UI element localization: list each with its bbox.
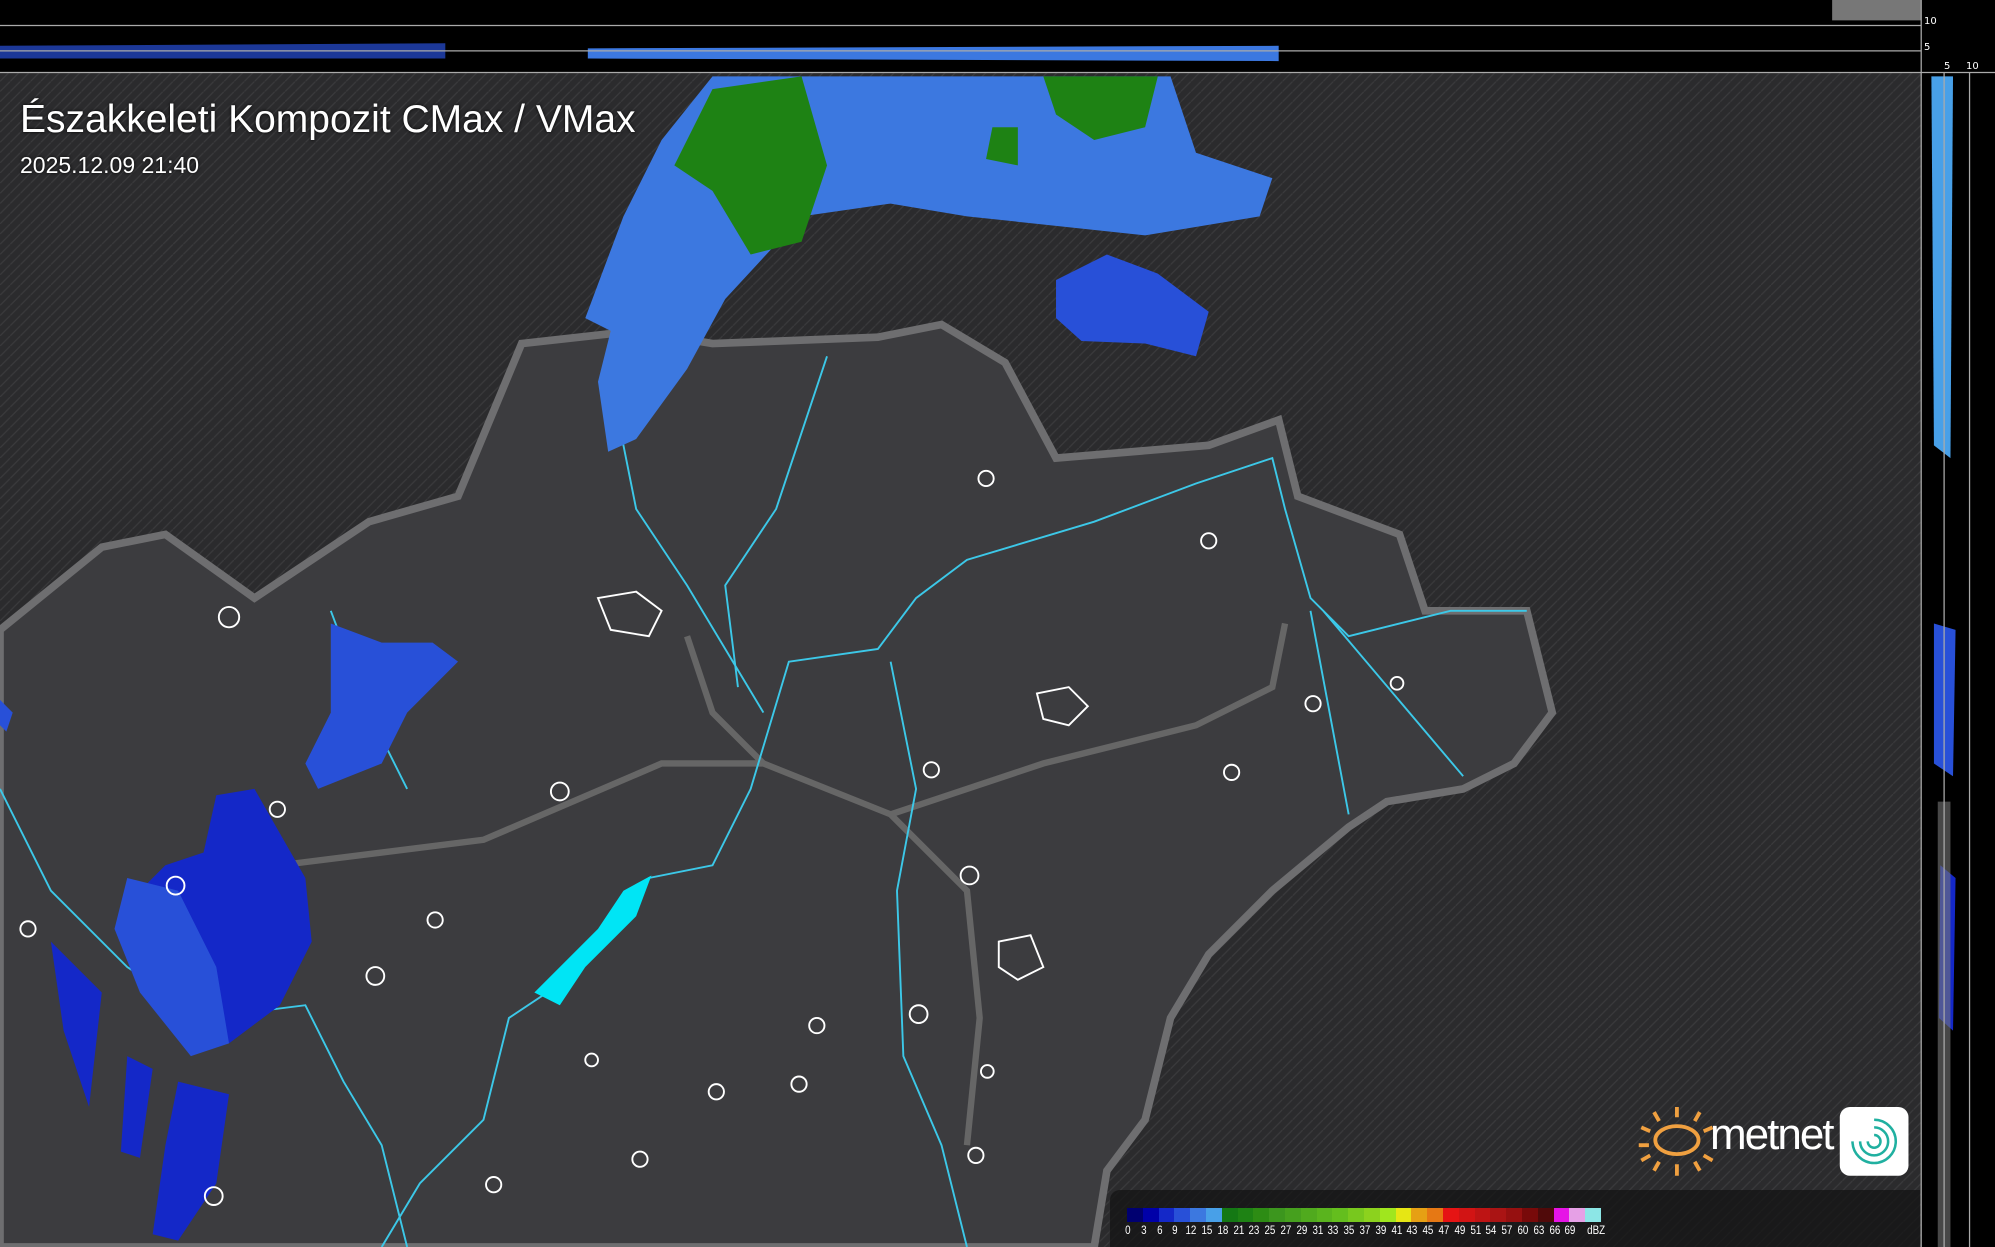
metnet-sun-logo [1638,1107,1714,1176]
legend-swatch [1411,1208,1428,1222]
legend-swatch [1506,1208,1522,1222]
legend-swatch [1300,1208,1317,1222]
legend-unit: dBZ [1587,1225,1606,1237]
side-axis-label: 5 [1944,61,1951,72]
legend-swatch [1237,1208,1254,1222]
legend-label: 47 [1438,1225,1450,1237]
legend-label: 21 [1233,1225,1244,1237]
legend-swatch [1269,1208,1285,1222]
legend-label: 3 [1140,1225,1147,1237]
legend-label: 45 [1422,1225,1434,1237]
legend-label: 9 [1172,1225,1179,1237]
legend-swatch [1221,1208,1238,1222]
legend-label: 29 [1296,1225,1308,1237]
legend-label: 43 [1406,1225,1418,1237]
legend-color-bar [1127,1208,1601,1222]
legend-swatch [1395,1208,1412,1222]
lake-balaton [534,875,652,1006]
top-axis-label: 10 [1924,16,1937,27]
city-outlines [19,469,1405,1206]
legend-label: 12 [1185,1225,1197,1237]
legend-swatch [1348,1208,1364,1222]
legend-swatch [1585,1208,1601,1222]
legend-swatch [1190,1208,1206,1222]
legend-swatch [1205,1208,1222,1222]
legend-label: 57 [1501,1225,1513,1237]
legend-swatch [1158,1208,1175,1222]
legend-label: 41 [1391,1225,1402,1237]
legend-label: 37 [1359,1225,1371,1237]
legend-label: 15 [1201,1225,1213,1237]
legend-swatch [1253,1208,1270,1222]
legend-label: 33 [1327,1225,1339,1237]
dbz-legend: 0 3 6 9 12 15 18 21 23 25 27 29 31 33 35 37 39 41 43 45 47 49… [1110,1190,1920,1247]
legend-swatch [1553,1208,1570,1222]
legend-swatch [1458,1208,1475,1222]
legend-swatch [1127,1208,1143,1222]
legend-label: 51 [1469,1225,1481,1237]
legend-swatch [1474,1208,1491,1222]
legend-labels: 0 3 6 9 12 15 18 21 23 25 27 29 31 33 35 37 39 41 43 45 47 49… [1120,1225,1606,1237]
legend-swatch [1284,1208,1301,1222]
legend-swatch [1569,1208,1586,1222]
legend-label: 0 [1125,1225,1131,1237]
legend-swatch [1537,1208,1554,1222]
map-title: Északkeleti Kompozit CMax / VMax [20,98,636,141]
swirl-logo [1839,1107,1909,1176]
legend-label: 69 [1564,1225,1576,1237]
legend-label: 31 [1312,1225,1323,1237]
legend-swatch [1332,1208,1349,1222]
legend-swatch [1174,1208,1191,1222]
map-timestamp: 2025.12.09 21:40 [20,152,200,178]
legend-swatch [1379,1208,1396,1222]
legend-label: 35 [1343,1225,1355,1237]
legend-label: 27 [1280,1225,1292,1237]
legend-label: 18 [1217,1225,1229,1237]
legend-label: 39 [1375,1225,1387,1237]
legend-swatch [1442,1208,1459,1222]
region-border [279,622,1289,1146]
legend-label: 6 [1156,1225,1163,1237]
legend-swatch [1142,1208,1159,1222]
legend-swatch [1427,1208,1443,1222]
legend-label: 63 [1533,1225,1545,1237]
legend-swatch [1363,1208,1380,1222]
legend-label: 60 [1517,1225,1529,1237]
legend-swatch [1490,1208,1507,1222]
side-axis-label: 10 [1966,61,1979,72]
legend-swatch [1521,1208,1538,1222]
country-area [0,320,1557,1247]
legend-label: 49 [1454,1225,1466,1237]
legend-label: 25 [1264,1225,1276,1237]
legend-label: 23 [1248,1225,1260,1237]
top-axis-label: 5 [1924,42,1931,53]
metnet-logo-text: metnet [1710,1110,1835,1159]
legend-swatch [1316,1208,1333,1222]
legend-label: 54 [1485,1225,1497,1237]
legend-label: 66 [1548,1225,1560,1237]
